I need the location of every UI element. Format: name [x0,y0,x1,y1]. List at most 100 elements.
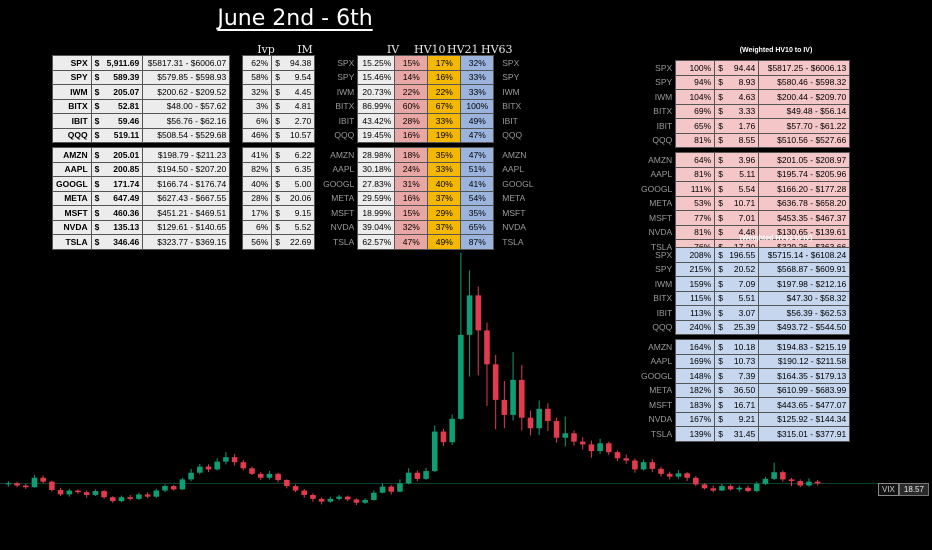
candle-body [284,479,290,487]
candle [336,494,342,501]
candle [379,483,386,494]
implied-move-value: 2.70 [284,113,316,129]
iv-value: 86.99% [357,98,396,114]
hv10-value: 28% [394,113,429,129]
candle-body [310,494,316,499]
table-row: SPX 100% $94.44 $5817.25 - $6006.13 [638,60,851,76]
table-row: GOOGL 111% $5.54 $166.20 - $177.28 [638,181,851,197]
candle [118,495,125,503]
ticker-symbol: IBIT [656,307,673,318]
close-price: 135.13 [103,219,144,235]
iv-value: 27.83% [357,176,396,192]
candle-body [536,408,542,429]
iv-value: 28.98% [357,147,396,163]
hv10-value: 15% [394,55,429,71]
candle [257,472,264,480]
candle [414,470,421,482]
weighted-move: 10.18 [726,339,760,355]
hv21-value: 33% [427,161,462,177]
candle [162,484,168,493]
close-price: 519.11 [103,127,144,143]
ticker-symbol: AMZN [648,341,673,352]
ticker-symbol: NVDA [52,219,92,235]
candle-body [57,489,64,495]
dollar-sign: $ [714,224,727,240]
ticker-symbol: SPX [52,55,92,71]
hv63-value: 47% [460,127,495,143]
close-price: 171.74 [103,176,144,192]
expected-range: $323.77 - $369.15 [142,234,231,250]
close-price: 460.36 [103,205,144,221]
candle [353,498,360,505]
dollar-sign: $ [714,411,727,427]
candle-body [771,472,777,479]
ticker-symbol-right: SPX [502,57,520,68]
weighted-move: 94.44 [726,60,760,76]
candle-body [701,484,708,489]
candle [275,472,281,483]
candle-body [118,497,125,502]
weighted-percent: 164% [675,339,716,355]
candle [693,476,699,487]
ticker-symbol: TSLA [650,241,673,252]
weighted-move: 16.71 [726,397,760,413]
hv10-value: 16% [394,127,429,143]
candle [553,417,560,443]
weighted-range: $164.35 - $179.13 [758,368,851,384]
ticker-symbol-right: IBIT [502,115,518,126]
ticker-symbol-right: MSFT [502,207,526,218]
candle [727,484,734,491]
candle-body [83,492,90,495]
table-row: MSFT $460.36 $451.21 - $469.51 17% $9.15 MSFT… [52,205,537,221]
candle-body [292,486,299,491]
candle [440,428,447,447]
table-row: IWM 159% $7.09 $197.98 - $212.16 [638,276,851,292]
weighted-percent: 115% [675,290,716,306]
candle-body [449,418,455,443]
ivp-value: 17% [242,205,273,221]
weighted-percent: 81% [675,166,716,182]
weighted-move: 4.48 [726,224,760,240]
candle [197,463,203,475]
ticker-symbol: IWM [654,91,673,102]
expected-range: $579.85 - $598.93 [142,69,231,85]
header-im: IM [297,43,313,56]
table-row: QQQ 240% $25.39 $493.72 - $544.50 [638,319,851,335]
expected-range: $627.43 - $667.55 [142,190,231,206]
ticker-symbol-mid: NVDA [330,222,355,233]
candle [579,437,586,450]
ticker-symbol: QQQ [52,127,92,143]
implied-move-value: 9.15 [284,205,316,221]
ticker-symbol: SPY [655,77,673,88]
weighted-percent: 81% [675,224,716,240]
ivp-value: 62% [242,55,273,71]
candle [780,470,786,482]
expected-range: $5817.31 - $6006.07 [142,55,231,71]
weighted-range: $56.39 - $62.53 [758,305,851,321]
hv63-value: 33% [460,69,495,85]
ivp-value: 40% [242,176,273,192]
close-price: 5,911.69 [103,55,144,71]
candle [344,495,351,502]
dollar-sign: $ [90,84,104,100]
ticker-symbol: SPX [655,62,673,73]
expected-range: $451.21 - $469.51 [142,205,231,221]
ticker-symbol-right: IWM [502,86,520,97]
table-row: SPY 215% $20.52 $568.87 - $609.91 [638,261,851,277]
candle [736,485,743,492]
ticker-symbol: QQQ [652,322,673,333]
candle [292,484,299,493]
header-ivp: Ivp [257,43,275,56]
weighted-move: 5.11 [726,166,760,182]
weighted-move: 36.50 [726,382,760,398]
ticker-symbol: MSFT [649,212,673,223]
ticker-symbol: BITX [52,98,92,114]
weighted-move: 9.21 [726,411,760,427]
table-row: GOOGL $171.74 $166.74 - $176.74 40% $5.00 GOO… [52,176,537,192]
dollar-sign: $ [714,368,727,384]
candle-body [75,490,81,493]
table-row: SPX 208% $196.55 $5715.14 - $6108.24 [638,247,851,263]
dollar-sign: $ [714,74,727,90]
candle [266,471,273,480]
dollar-sign: $ [714,103,727,119]
